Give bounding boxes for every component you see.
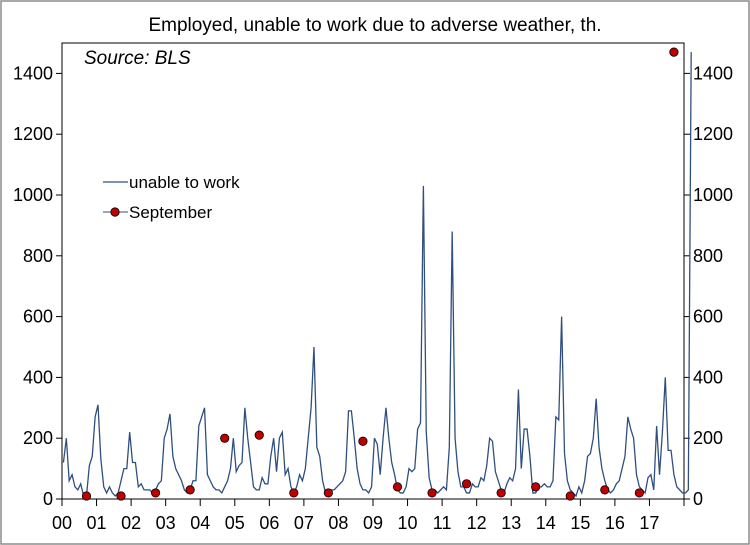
x-tick-label: 11 — [433, 513, 452, 533]
september-marker — [669, 47, 679, 57]
september-marker — [254, 430, 264, 440]
september-marker — [427, 488, 437, 498]
y-tick-label-right: 200 — [693, 428, 723, 448]
y-tick-label-right: 1400 — [693, 63, 733, 83]
september-marker — [323, 488, 333, 498]
legend-label-september: September — [129, 203, 212, 222]
y-tick-label-left: 1400 — [13, 63, 53, 83]
september-marker — [150, 488, 161, 498]
y-tick-label-left: 1200 — [13, 124, 53, 144]
september-marker — [289, 488, 299, 498]
y-axis-right: 0 200 400 600 800 1000 1200 1400 — [684, 63, 733, 509]
september-marker — [358, 436, 368, 446]
x-tick-label: 15 — [570, 513, 590, 533]
x-tick-label: 14 — [536, 513, 556, 533]
y-tick-label-right: 800 — [693, 246, 723, 266]
y-tick-label-left: 800 — [23, 246, 53, 266]
y-tick-label-left: 400 — [23, 367, 53, 387]
x-tick-label: 02 — [121, 513, 141, 533]
x-tick-label: 00 — [52, 513, 72, 533]
september-marker — [600, 485, 610, 495]
y-tick-label-left: 0 — [43, 489, 53, 509]
september-marker — [565, 491, 575, 501]
legend-marker-swatch — [110, 207, 120, 217]
y-axis-left: 0 200 400 600 800 1000 1200 1400 — [13, 63, 62, 509]
y-tick-label-right: 0 — [693, 489, 703, 509]
x-tick-label: 16 — [605, 513, 625, 533]
source-annotation: Source: BLS — [84, 48, 191, 69]
september-marker — [496, 488, 506, 498]
x-tick-label: 04 — [190, 513, 210, 533]
x-tick-label: 09 — [363, 513, 383, 533]
x-tick-label: 12 — [467, 513, 487, 533]
x-tick-label: 05 — [225, 513, 245, 533]
x-tick-label: 13 — [501, 513, 521, 533]
y-tick-label-right: 1200 — [693, 124, 733, 144]
x-tick-label: 07 — [294, 513, 314, 533]
y-tick-label-right: 600 — [693, 307, 723, 327]
september-marker — [634, 488, 644, 498]
september-marker — [531, 482, 541, 492]
y-tick-label-right: 1000 — [693, 185, 733, 205]
september-marker — [81, 491, 92, 501]
september-marker — [461, 479, 472, 489]
x-tick-label: 17 — [639, 513, 659, 533]
y-tick-label-left: 600 — [23, 307, 53, 327]
september-markers — [81, 47, 679, 501]
legend: unable to work September — [99, 167, 251, 229]
september-marker — [185, 485, 195, 495]
september-marker — [392, 482, 403, 492]
x-tick-label: 10 — [398, 513, 418, 533]
x-tick-label: 01 — [87, 513, 107, 533]
legend-box — [99, 167, 251, 229]
y-tick-label-left: 200 — [23, 428, 53, 448]
series-line-unable-to-work — [62, 52, 692, 498]
x-tick-label: 08 — [328, 513, 348, 533]
x-axis: 00 01 02 03 04 05 06 07 08 09 10 11 12 13 14 15 16 17 — [52, 499, 685, 533]
september-marker — [220, 433, 230, 443]
chart-title: Employed, unable to work due to adverse … — [148, 15, 601, 36]
legend-label-unable-to-work: unable to work — [129, 173, 240, 192]
y-tick-label-right: 400 — [693, 367, 723, 387]
x-tick-label: 06 — [259, 513, 279, 533]
x-tick-label: 03 — [156, 513, 176, 533]
september-marker — [116, 491, 126, 501]
y-tick-label-left: 1000 — [13, 185, 53, 205]
